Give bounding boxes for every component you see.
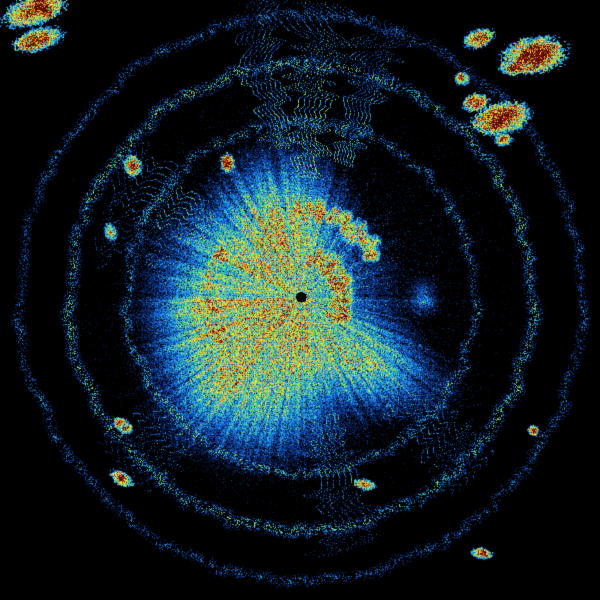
radar-reflectivity-canvas[interactable]	[0, 0, 600, 600]
radar-display[interactable]: Base Reflectivity dBZ	[0, 0, 600, 600]
